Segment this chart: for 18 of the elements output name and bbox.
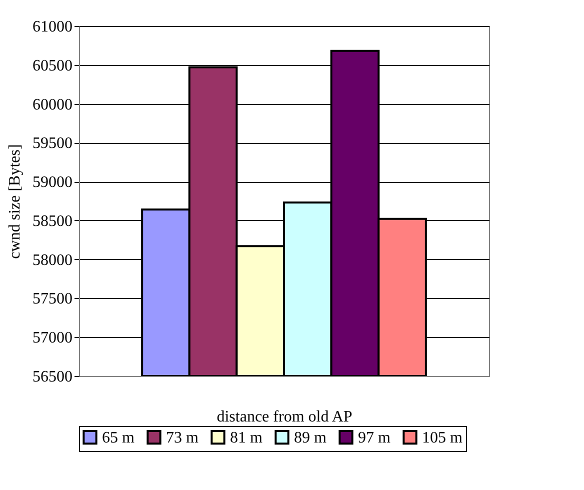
x-axis-title: distance from old AP bbox=[216, 408, 352, 426]
y-tick-label: 60500 bbox=[32, 57, 72, 74]
y-tick-label: 61000 bbox=[32, 18, 72, 36]
legend-label: 97 m bbox=[358, 429, 391, 446]
y-tick-label: 56500 bbox=[32, 368, 72, 386]
y-tick-label: 60000 bbox=[32, 96, 72, 114]
legend-label: 105 m bbox=[422, 429, 463, 446]
y-tick-label: 57500 bbox=[32, 290, 72, 308]
y-tick-label: 58500 bbox=[32, 212, 72, 230]
y-tick-label: 57000 bbox=[32, 330, 72, 347]
y-tick-label: 59500 bbox=[32, 135, 72, 152]
legend-label: 81 m bbox=[230, 429, 263, 446]
y-tick-label: 58000 bbox=[32, 252, 72, 269]
y-tick-label: 59000 bbox=[32, 174, 72, 192]
legend-label: 73 m bbox=[166, 429, 199, 446]
legend-label: 65 m bbox=[102, 429, 135, 446]
legend-label: 89 m bbox=[294, 429, 327, 446]
y-axis-title: cwnd size [Bytes] bbox=[6, 144, 24, 259]
